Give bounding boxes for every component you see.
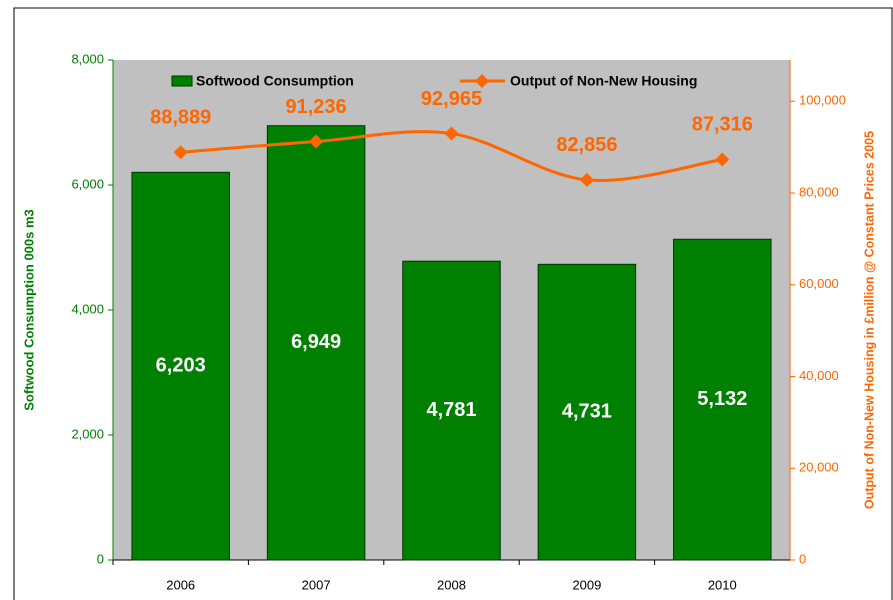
y2-tick-label: 100,000	[799, 93, 846, 108]
legend-label: Output of Non-New Housing	[510, 73, 697, 89]
bar	[402, 260, 501, 561]
x-tick-label: 2006	[166, 577, 195, 592]
x-tick-label: 2008	[437, 577, 466, 592]
marker	[715, 152, 730, 167]
y2-tick-label: 60,000	[799, 276, 839, 291]
marker	[444, 126, 459, 141]
bar-label: 4,731	[562, 400, 612, 422]
y2-tick-label: 80,000	[799, 184, 839, 199]
y-tick-label: 4,000	[71, 301, 104, 316]
line-label: 91,236	[286, 96, 347, 118]
marker	[173, 145, 188, 160]
line-label: 88,889	[150, 107, 211, 129]
line-label: 82,856	[556, 134, 617, 156]
y2-tick-label: 0	[799, 551, 806, 566]
x-tick-label: 2010	[708, 577, 737, 592]
y2-tick-label: 20,000	[799, 460, 839, 475]
bar	[537, 263, 637, 561]
bar	[673, 238, 772, 561]
y2-tick-label: 40,000	[799, 368, 839, 383]
bar-label: 4,781	[426, 399, 476, 421]
marker	[579, 172, 594, 187]
y-tick-label: 2,000	[71, 426, 104, 441]
line-label: 92,965	[421, 88, 482, 110]
x-tick-label: 2009	[572, 577, 601, 592]
bar-label: 6,949	[291, 331, 341, 353]
legend-label: Softwood Consumption	[196, 73, 354, 89]
bar	[131, 171, 230, 561]
y-tick-label: 6,000	[71, 176, 104, 191]
bar-label: 5,132	[697, 388, 747, 410]
bar-label: 6,203	[156, 354, 206, 376]
y-axis-title: Softwood Consumption 000s m3	[21, 209, 36, 411]
y-tick-label: 0	[97, 551, 104, 566]
bar	[266, 125, 366, 561]
line-label: 87,316	[692, 114, 753, 136]
y-tick-label: 8,000	[71, 51, 104, 66]
x-tick-label: 2007	[302, 577, 331, 592]
marker	[309, 134, 324, 149]
legend-swatch	[171, 75, 193, 87]
y2-axis-title: Output of Non-New Housing in £million @ …	[862, 131, 876, 509]
legend-marker	[475, 74, 489, 88]
